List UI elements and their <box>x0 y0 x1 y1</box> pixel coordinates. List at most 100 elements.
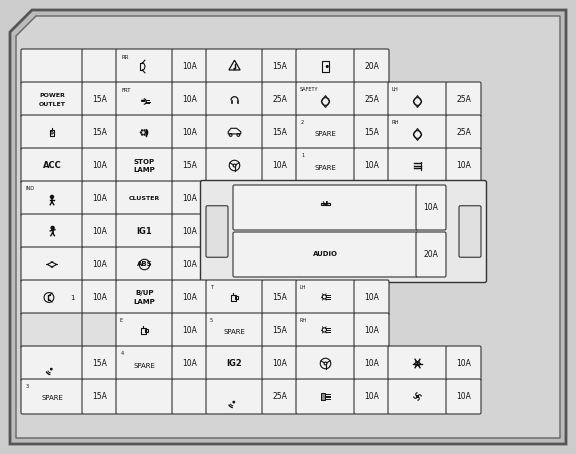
Text: E: E <box>120 318 123 323</box>
FancyBboxPatch shape <box>354 82 389 117</box>
Text: CLUSTER: CLUSTER <box>129 196 160 201</box>
Text: 10A: 10A <box>182 227 197 236</box>
Text: 15A: 15A <box>92 359 107 368</box>
Text: 10A: 10A <box>182 128 197 137</box>
FancyBboxPatch shape <box>82 49 117 84</box>
Text: 10A: 10A <box>423 203 438 212</box>
FancyBboxPatch shape <box>21 148 83 183</box>
Text: 5: 5 <box>210 318 213 323</box>
FancyBboxPatch shape <box>172 379 207 414</box>
FancyBboxPatch shape <box>172 280 207 315</box>
Text: ABS: ABS <box>137 262 152 267</box>
Circle shape <box>142 130 143 131</box>
FancyBboxPatch shape <box>116 346 173 381</box>
FancyBboxPatch shape <box>416 232 446 277</box>
FancyBboxPatch shape <box>446 82 481 117</box>
Text: RR: RR <box>121 55 128 60</box>
Bar <box>230 100 232 103</box>
FancyBboxPatch shape <box>296 280 355 315</box>
Polygon shape <box>10 10 566 444</box>
Text: 10A: 10A <box>456 392 471 401</box>
FancyBboxPatch shape <box>296 148 355 183</box>
FancyBboxPatch shape <box>233 185 418 230</box>
Text: STOP: STOP <box>134 158 155 164</box>
Text: 20A: 20A <box>423 250 438 259</box>
FancyBboxPatch shape <box>354 49 389 84</box>
FancyBboxPatch shape <box>21 181 83 216</box>
FancyBboxPatch shape <box>172 82 207 117</box>
FancyBboxPatch shape <box>200 181 487 282</box>
FancyBboxPatch shape <box>354 346 389 381</box>
Text: SPARE: SPARE <box>314 132 336 138</box>
Text: LAMP: LAMP <box>134 168 156 173</box>
Text: 4: 4 <box>121 351 124 356</box>
FancyBboxPatch shape <box>262 148 297 183</box>
FancyBboxPatch shape <box>172 181 207 216</box>
FancyBboxPatch shape <box>388 115 447 150</box>
Text: IG1: IG1 <box>137 227 153 236</box>
Bar <box>321 202 329 205</box>
Text: 10A: 10A <box>456 161 471 170</box>
Text: 25A: 25A <box>456 95 471 104</box>
FancyBboxPatch shape <box>296 346 355 381</box>
FancyBboxPatch shape <box>82 247 117 282</box>
FancyBboxPatch shape <box>82 280 117 315</box>
Text: 10A: 10A <box>182 95 197 104</box>
FancyBboxPatch shape <box>21 379 83 414</box>
Text: 10A: 10A <box>182 260 197 269</box>
Circle shape <box>233 401 234 403</box>
FancyBboxPatch shape <box>459 206 481 257</box>
Circle shape <box>51 195 54 198</box>
FancyBboxPatch shape <box>446 115 481 150</box>
Circle shape <box>416 395 418 397</box>
Circle shape <box>142 100 143 101</box>
Text: 15A: 15A <box>272 326 287 335</box>
Text: 10A: 10A <box>364 161 379 170</box>
Text: 15A: 15A <box>92 128 107 137</box>
FancyBboxPatch shape <box>262 49 297 84</box>
Bar <box>321 393 325 400</box>
FancyBboxPatch shape <box>172 214 207 249</box>
Circle shape <box>143 100 144 101</box>
Text: LAMP: LAMP <box>134 300 156 306</box>
FancyBboxPatch shape <box>116 379 173 414</box>
FancyBboxPatch shape <box>446 346 481 381</box>
FancyBboxPatch shape <box>233 232 418 277</box>
Circle shape <box>142 134 143 135</box>
FancyBboxPatch shape <box>82 214 117 249</box>
FancyBboxPatch shape <box>262 82 297 117</box>
FancyBboxPatch shape <box>262 280 297 315</box>
Text: 10A: 10A <box>182 326 197 335</box>
Text: 10A: 10A <box>182 62 197 71</box>
FancyBboxPatch shape <box>82 181 117 216</box>
FancyBboxPatch shape <box>21 313 83 348</box>
Text: 15A: 15A <box>364 128 379 137</box>
Circle shape <box>51 368 52 370</box>
FancyBboxPatch shape <box>116 280 173 315</box>
Text: 10A: 10A <box>92 227 107 236</box>
Circle shape <box>145 132 146 133</box>
Text: LH: LH <box>300 285 306 290</box>
Text: 10A: 10A <box>92 293 107 302</box>
FancyBboxPatch shape <box>262 115 297 150</box>
FancyBboxPatch shape <box>116 181 173 216</box>
FancyBboxPatch shape <box>262 346 297 381</box>
Text: SPARE: SPARE <box>134 362 156 369</box>
FancyBboxPatch shape <box>262 313 297 348</box>
Text: LH: LH <box>392 87 399 92</box>
FancyBboxPatch shape <box>21 115 83 150</box>
FancyBboxPatch shape <box>21 82 83 117</box>
FancyBboxPatch shape <box>21 247 83 282</box>
Text: 10A: 10A <box>272 161 287 170</box>
Text: 15A: 15A <box>272 62 287 71</box>
Text: 15A: 15A <box>272 293 287 302</box>
Text: 15A: 15A <box>272 128 287 137</box>
Text: ACC: ACC <box>43 161 62 170</box>
Text: SAFETY: SAFETY <box>300 87 319 92</box>
FancyBboxPatch shape <box>82 313 117 348</box>
Text: 10A: 10A <box>92 194 107 203</box>
FancyBboxPatch shape <box>116 247 173 282</box>
Text: IND: IND <box>25 186 34 191</box>
FancyBboxPatch shape <box>354 115 389 150</box>
Text: 1: 1 <box>301 153 304 158</box>
